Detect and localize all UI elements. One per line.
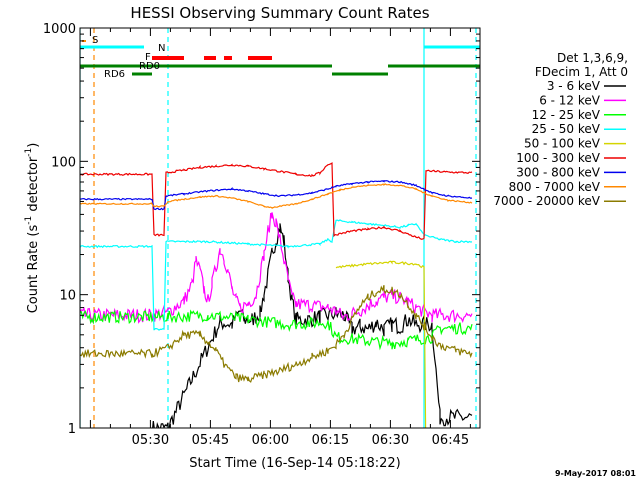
- legend-label: 7000 - 20000 keV: [493, 194, 600, 208]
- legend-label: 300 - 800 keV: [516, 165, 600, 179]
- series-line-9: [80, 285, 473, 383]
- series-line-1: [152, 223, 473, 428]
- legend-label: 3 - 6 keV: [547, 79, 601, 93]
- x-tick-label: 06:45: [432, 433, 469, 448]
- y-tick-label: 1: [68, 422, 76, 437]
- legend-label: 12 - 25 keV: [532, 108, 601, 122]
- series-line-3: [80, 309, 473, 351]
- flag-label-n: N: [158, 43, 165, 54]
- x-tick-label: 06:15: [312, 433, 349, 448]
- series-line-4: [80, 219, 473, 331]
- x-axis: 05:30 05:45 06:00 06:15 06:30 06:45: [89, 28, 471, 448]
- series-line-6: [80, 162, 473, 240]
- legend-label: 800 - 7000 keV: [509, 180, 601, 194]
- flag-label-rd0: RD0: [139, 61, 160, 72]
- plot-frame: [79, 27, 481, 429]
- flag-label-s: S: [92, 35, 98, 46]
- series-line-8: [80, 183, 473, 210]
- legend-label: 6 - 12 keV: [539, 93, 601, 107]
- x-tick-label: 05:45: [192, 433, 229, 448]
- series-line-7: [80, 180, 473, 211]
- legend-header: Det 1,3,6,9,: [557, 51, 628, 65]
- y-tick-label: 1000: [43, 22, 76, 37]
- y-tick-label: 10: [59, 289, 76, 304]
- y-axis-label: Count Rate (s-1 detector-1): [24, 143, 41, 314]
- legend-label: 50 - 100 keV: [524, 137, 601, 151]
- y-tick-label: 100: [51, 155, 76, 170]
- legend-header: FDecim 1, Att 0: [535, 65, 628, 79]
- x-tick-label: 06:30: [372, 433, 409, 448]
- x-tick-label: 05:30: [132, 433, 169, 448]
- y-axis: 1 10 100 1000: [43, 22, 480, 437]
- plot-area: [80, 28, 480, 428]
- flag-label-rd6: RD6: [104, 69, 125, 80]
- legend-label: 100 - 300 keV: [516, 151, 600, 165]
- footer-date: 9-May-2017 08:01: [555, 469, 636, 478]
- series-line-2: [80, 212, 473, 324]
- x-axis-label: Start Time (16-Sep-14 05:18:22): [189, 456, 400, 471]
- chart-title: HESSI Observing Summary Count Rates: [130, 4, 429, 22]
- flag-label-f: F: [145, 52, 151, 63]
- series-line-5: [335, 260, 427, 428]
- legend-label: 25 - 50 keV: [532, 122, 601, 136]
- x-tick-label: 06:00: [252, 433, 289, 448]
